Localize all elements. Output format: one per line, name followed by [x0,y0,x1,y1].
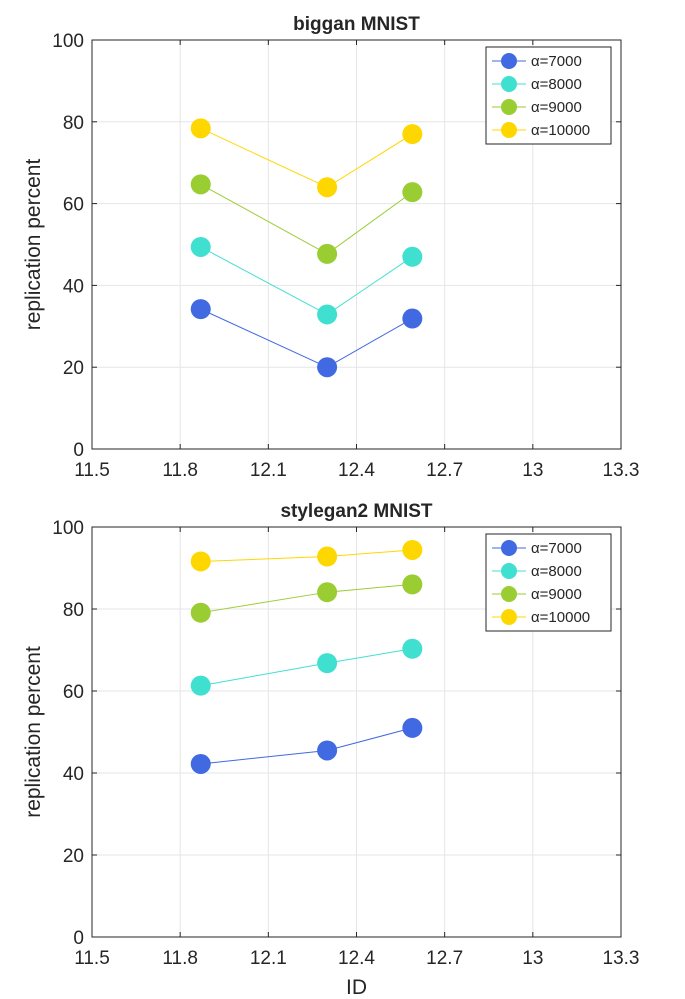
data-point [317,357,338,378]
data-point [190,174,211,195]
legend-entry: α=7000 [531,53,582,70]
data-point [317,546,338,567]
y-tick-label: 20 [63,358,84,379]
data-point [402,574,423,595]
chart-title: stylegan2 MNIST [280,501,432,522]
data-point [317,582,338,603]
axis-box [91,526,622,938]
data-point [190,675,211,696]
x-tick-label: 12.7 [426,460,463,481]
legend-marker [501,540,517,556]
data-point [317,243,338,264]
legend-entry: α=7000 [531,540,582,557]
data-point [317,740,338,761]
chart-panel-2: 11.5 11.8 12.1 12.4 12.7 13 13.3 0 20 40 60 80 100 st… [22,501,639,999]
x-tick-label: 11.8 [162,460,198,481]
legend-entry: α=9000 [531,586,582,603]
y-tick-label: 40 [63,276,84,297]
data-point [402,246,423,267]
data-point [190,602,211,623]
x-tick-label: 11.5 [74,948,110,969]
data-point [190,551,211,572]
series-2 [190,236,423,325]
data-point [402,717,423,738]
x-tick-label: 13 [522,460,543,481]
y-tick-label: 100 [52,31,84,52]
x-axis-label: ID [346,976,367,999]
x-tick-label: 12.1 [250,948,287,969]
legend-entry: α=8000 [531,563,582,580]
y-tick-label: 0 [73,928,84,949]
y-axis-label: replication percent [22,646,45,818]
x-tick-label: 13.3 [603,948,640,969]
y-tick-label: 100 [52,518,84,539]
y-tick-label: 0 [73,440,84,461]
data-point [402,124,423,145]
x-tick-label: 13 [522,948,543,969]
data-point [317,304,338,325]
data-point [190,236,211,257]
legend-marker [501,563,517,579]
y-tick-label: 60 [63,682,84,703]
series-3 [190,174,423,264]
y-tick-label: 40 [63,764,84,785]
data-point [317,177,338,198]
data-point [402,638,423,659]
chart-title: biggan MNIST [293,14,420,35]
y-axis-label: replication percent [22,159,45,331]
legend-marker [501,609,517,625]
data-point [402,539,423,560]
x-tick-label: 12.1 [250,460,287,481]
legend-marker [501,53,517,69]
series-3 [190,574,423,623]
data-point [190,118,211,139]
chart-panel-1: 11.5 11.8 12.1 12.4 12.7 13 13.3 0 20 40 60 80 100 bi… [22,14,639,481]
axis-box [91,39,622,450]
data-point [402,182,423,203]
y-tick-label: 20 [63,846,84,867]
x-tick-label: 12.7 [426,948,463,969]
series-4 [190,539,423,572]
legend-entry: α=10000 [531,122,590,139]
series-1 [190,299,423,378]
legend-marker [501,99,517,115]
legend-marker [501,122,517,138]
x-tick-label: 12.4 [338,460,375,481]
legend-marker [501,76,517,92]
legend-entry: α=10000 [531,609,590,626]
data-point [402,308,423,329]
legend-marker [501,586,517,602]
series-2 [190,638,423,696]
x-tick-label: 12.4 [338,948,375,969]
series-4 [190,118,423,198]
y-tick-label: 60 [63,195,84,216]
legend-entry: α=8000 [531,76,582,93]
x-tick-label: 11.8 [162,948,198,969]
legend: α=7000 α=8000 α=9000 α=10000 [485,533,612,632]
x-tick-label: 13.3 [603,460,640,481]
y-tick-label: 80 [63,113,84,134]
y-tick-label: 80 [63,600,84,621]
data-point [190,299,211,320]
legend: α=7000 α=8000 α=9000 α=10000 [485,46,612,145]
data-point [317,653,338,674]
legend-entry: α=9000 [531,99,582,116]
x-tick-label: 11.5 [74,460,110,481]
series-1 [190,717,423,774]
data-point [190,753,211,774]
